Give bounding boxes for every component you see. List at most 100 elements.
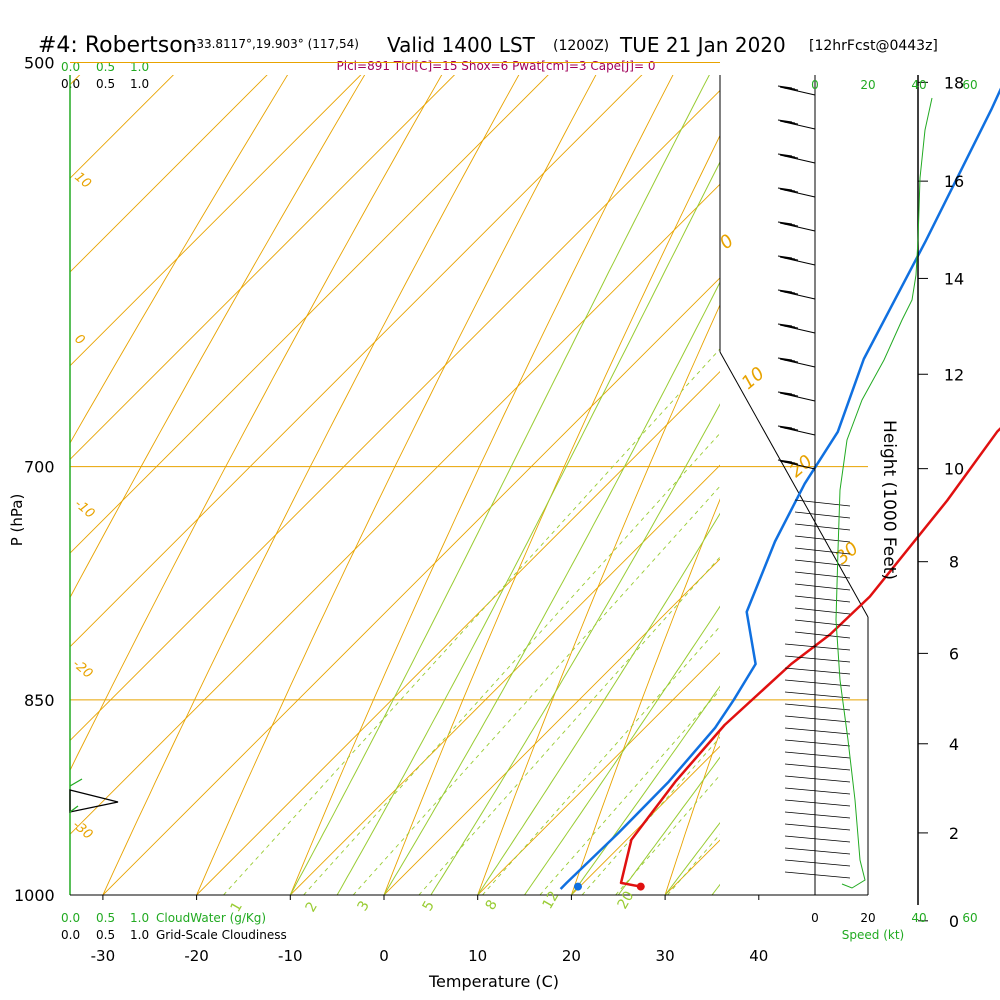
- mixing-ratio-line: [303, 432, 720, 895]
- svg-text:1.0: 1.0: [130, 60, 149, 74]
- temp-tick-0: 0: [379, 947, 389, 965]
- height-axis-label: Height (1000 Feet): [879, 420, 899, 580]
- plot-frame: [69, 75, 869, 896]
- speed-axis-label: Speed (kt): [842, 928, 904, 942]
- height-profile-line: [835, 97, 933, 889]
- mixing-ratio-line: [482, 625, 720, 895]
- height-tick-2: 2: [949, 824, 959, 843]
- cloud-fraction-indicator: [69, 789, 119, 813]
- utc-time: (1200Z): [553, 38, 609, 54]
- svg-text:20: 20: [860, 911, 875, 925]
- moist-adiabat: [289, 75, 710, 895]
- forecast-info: [12hrFcst@0443z]: [809, 38, 938, 54]
- svg-text:0.5: 0.5: [96, 77, 115, 91]
- mixing-ratio-line: [418, 556, 720, 895]
- dry-adiabat-label: 0: [71, 332, 87, 349]
- temp-tick-40: 40: [749, 947, 768, 965]
- height-tick-8: 8: [949, 553, 959, 572]
- svg-text:0.0: 0.0: [61, 928, 80, 942]
- dry-adiabat-label: -10: [71, 497, 97, 522]
- isotherm: [70, 89, 720, 742]
- surface-temperature-marker: [636, 882, 645, 891]
- moist-adiabat: [617, 756, 720, 895]
- temp-tick--20: -20: [184, 947, 209, 965]
- station-coords: -33.8117°,19.903° (117,54): [192, 37, 359, 51]
- height-tick-4: 4: [949, 735, 959, 754]
- cloudwater-axis-bottom: 0.0 0.5 1.0 CloudWater (g/Kg) 0.0 0.5 1.…: [61, 911, 287, 942]
- dry-adiabat: [70, 75, 366, 599]
- speed-axis-top: 0 20 40 60: [811, 78, 977, 92]
- pressure-tick-1000: 1000: [14, 886, 55, 905]
- mixing-ratio-lines: [223, 348, 720, 895]
- forecast-date: TUE 21 Jan 2020: [619, 33, 786, 57]
- isotherm: [570, 745, 720, 895]
- moist-adiabat: [383, 281, 720, 895]
- isotherm: [70, 183, 720, 835]
- mixing-ratio-label: 2: [303, 899, 321, 915]
- dry-adiabat: [664, 730, 720, 895]
- isotherm: [70, 75, 456, 461]
- cloud-water-trace: [69, 778, 83, 813]
- pressure-tick-700: 700: [24, 458, 55, 477]
- cloudiness-label: Grid-Scale Cloudiness: [156, 928, 287, 942]
- dry-adiabat: [477, 303, 720, 895]
- moist-adiabats: [289, 75, 720, 895]
- svg-text:20: 20: [860, 78, 875, 92]
- wind-barbs: [777, 85, 851, 879]
- dry-adiabat-label: -30: [69, 818, 95, 843]
- cloudwater-axis-top: 0.0 0.5 1.0 0.0 0.5 1.0: [61, 60, 149, 91]
- isotherm: [70, 75, 362, 367]
- svg-text:0.5: 0.5: [96, 60, 115, 74]
- isotherm: [383, 558, 720, 895]
- temperature-axis: -30 -20 -10 0 10 20 30 40: [91, 895, 768, 965]
- height-tick-10: 10: [944, 460, 964, 479]
- svg-text:0.0: 0.0: [61, 911, 80, 925]
- dry-adiabat: [70, 75, 289, 444]
- svg-text:0.5: 0.5: [96, 928, 115, 942]
- svg-text:0: 0: [811, 78, 819, 92]
- dry-adiabat: [196, 75, 597, 895]
- pressure-axis: 2503004005007008501000: [14, 54, 55, 905]
- mixing-ratio-line: [581, 736, 720, 895]
- isotherm: [289, 464, 720, 895]
- valid-time: Valid 1400 LST: [387, 33, 536, 57]
- isobar-lines: [70, 62, 868, 896]
- surface-dewpoint-marker: [573, 882, 582, 891]
- pressure-tick-850: 850: [24, 691, 55, 710]
- x-axis-label: Temperature (C): [428, 972, 559, 991]
- station-name: #4: Robertson: [38, 33, 197, 58]
- temp-tick-20: 20: [562, 947, 581, 965]
- moist-adiabat: [477, 512, 720, 895]
- moist-adiabat: [336, 160, 720, 895]
- svg-text:60: 60: [962, 78, 977, 92]
- svg-text:1.0: 1.0: [130, 77, 149, 91]
- dry-adiabat-label: 10: [738, 363, 769, 394]
- mixing-ratio-label: 8: [483, 897, 501, 913]
- height-axis: [814, 75, 919, 905]
- height-tick-16: 16: [944, 172, 964, 191]
- mixing-ratio-label: 5: [420, 898, 438, 914]
- svg-text:60: 60: [962, 911, 977, 925]
- temp-tick-10: 10: [468, 947, 487, 965]
- isotherm: [102, 277, 720, 895]
- svg-text:40: 40: [911, 78, 926, 92]
- temp-tick--30: -30: [91, 947, 116, 965]
- moist-adiabat: [570, 685, 720, 895]
- svg-text:40: 40: [911, 911, 926, 925]
- dry-adiabat: [102, 75, 520, 895]
- height-tick-0: 0: [949, 912, 959, 931]
- dry-adiabat-label: -20: [69, 657, 95, 682]
- isotherm: [70, 75, 268, 273]
- mixing-ratio-label: 12: [540, 889, 563, 912]
- svg-text:0.0: 0.0: [61, 60, 80, 74]
- mixing-ratio-line: [539, 689, 720, 895]
- dry-adiabats: [70, 75, 720, 895]
- dry-adiabat: [570, 498, 720, 895]
- mixing-ratio-label: 20: [615, 889, 638, 912]
- isotherm: [70, 75, 643, 648]
- moist-adiabat: [430, 403, 720, 895]
- mixing-ratio-line: [615, 774, 720, 895]
- dry-adiabat: [289, 75, 674, 895]
- svg-text:1.0: 1.0: [130, 911, 149, 925]
